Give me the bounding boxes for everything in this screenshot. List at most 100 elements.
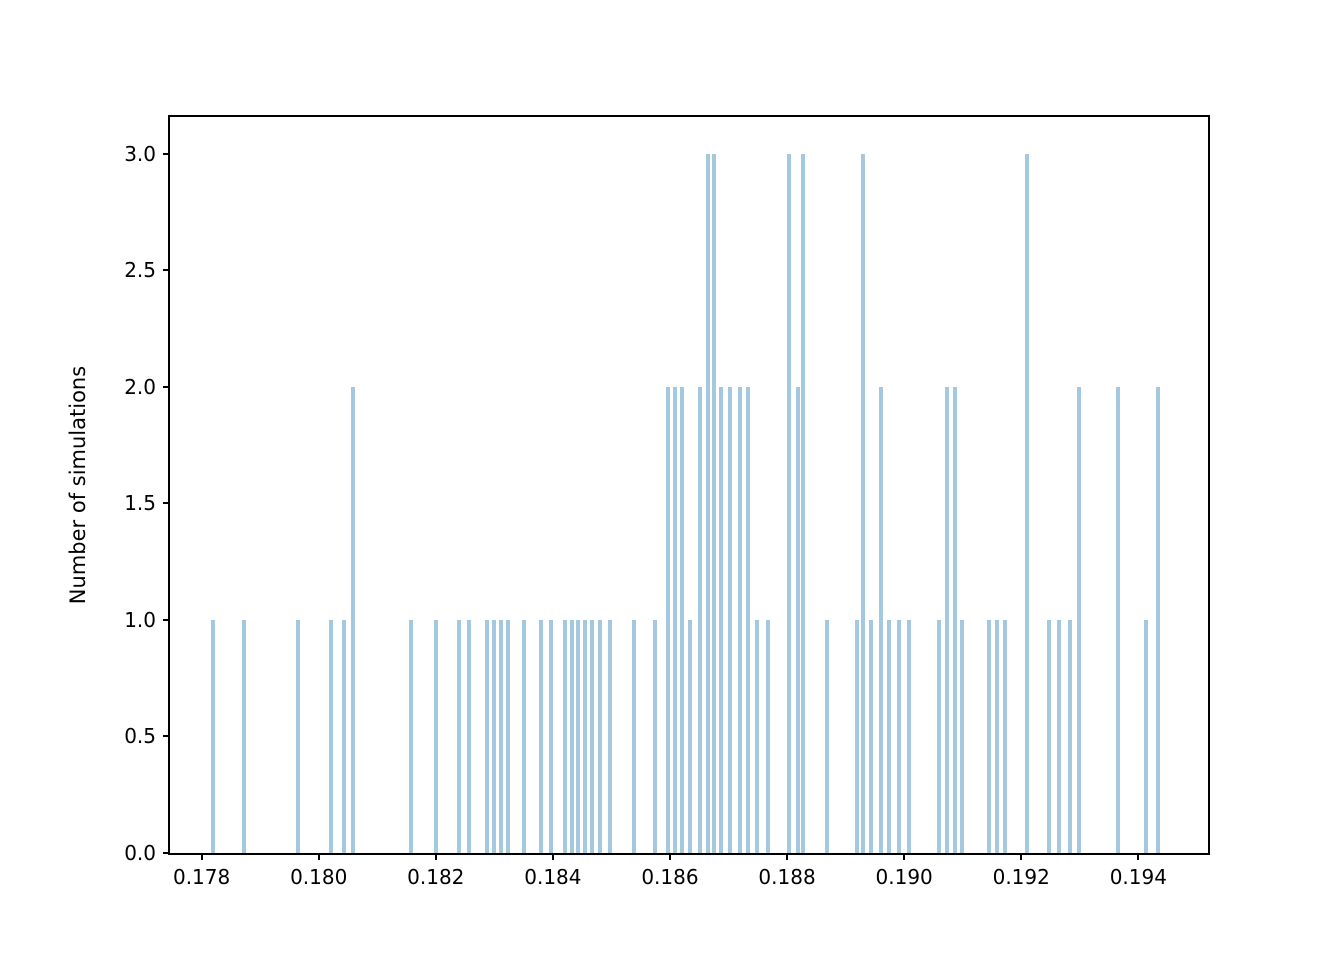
x-tick-mark [317,853,320,860]
bar [598,619,603,853]
bar [953,386,958,853]
x-tick-label: 0.190 [875,865,933,889]
y-axis-label: Number of simulations [66,365,90,605]
bar [498,619,503,853]
plot-area: 0.178 0.180 0.182 0.184 0.186 0.188 0.190 0.192… [124,115,1210,889]
bar [1056,619,1061,853]
bar [719,386,724,853]
bar [896,619,901,853]
x-tick-mark [434,853,437,860]
bar [795,386,800,853]
bar [505,619,510,853]
bar [673,386,678,853]
bar [886,619,891,853]
x-tick-label: 0.182 [407,865,465,889]
bar [879,386,884,853]
bar [521,619,526,853]
bar [1046,619,1051,853]
x-tick-mark [786,853,789,860]
bar [727,386,732,853]
bar [466,619,471,853]
bar [456,619,461,853]
bar [1076,386,1081,853]
bar [341,619,346,853]
x-tick-mark [200,853,203,860]
bar [745,386,750,853]
bar [211,619,216,853]
bar [706,153,711,853]
x-tick-mark [551,853,554,860]
bar [687,619,692,853]
bar [1143,619,1148,853]
bar [1002,619,1007,853]
y-tick-mark [163,852,170,854]
bar [1116,386,1121,853]
y-tick-label: 1.0 [124,607,156,632]
y-tick-mark [163,618,170,621]
y-tick-label: 1.5 [124,491,156,516]
bar [433,619,438,853]
x-tick-label: 0.178 [172,865,231,889]
bar [408,619,413,853]
bar [351,386,356,853]
bar [787,153,792,853]
x-tick-label: 0.186 [641,865,699,889]
bar [296,619,301,853]
y-tick-label: 0.0 [124,841,156,865]
bar [583,619,588,853]
bar [869,619,874,853]
y-tick-mark [163,269,170,272]
bar [666,386,671,853]
x-tick-mark [668,853,671,860]
bar [711,153,716,853]
y-tick-mark [163,735,170,738]
bar [485,619,490,853]
bar [987,619,992,853]
x-tick-label: 0.192 [992,865,1050,889]
bar [765,619,770,853]
bar [576,619,581,853]
bar [679,386,684,853]
bar [328,619,333,853]
bar [1156,386,1161,853]
y-tick-label: 0.5 [124,724,156,749]
bar [1068,619,1073,853]
x-tick-label: 0.180 [290,865,348,889]
y-tick-label: 3.0 [124,141,156,166]
x-tick-mark [1137,853,1140,860]
bar [860,153,865,853]
x-tick-label: 0.184 [524,865,582,889]
bar [1024,153,1029,853]
bar [608,619,613,853]
bar [737,386,742,853]
x-tick-mark [903,853,906,860]
y-tick-mark [163,502,170,505]
bar [937,619,942,853]
bar [825,619,830,853]
bar [242,619,247,853]
bar [697,386,702,853]
bar [801,153,806,853]
bar [590,619,595,853]
y-tick-mark [163,385,170,388]
bar [491,619,496,853]
x-tick-label: 0.194 [1109,865,1167,889]
bar [548,619,553,853]
bar [944,386,949,853]
y-tick-mark [163,152,170,155]
bar [994,619,999,853]
bar [652,619,657,853]
x-tick-label: 0.188 [758,865,816,889]
bar [855,619,860,853]
x-tick-mark [1020,853,1023,860]
bar [538,619,543,853]
y-tick-label: 2.5 [124,258,156,283]
bar [907,619,912,853]
y-tick-label: 2.0 [124,374,156,399]
bar [570,619,575,853]
bar [960,619,965,853]
bar [632,619,637,853]
bar [754,619,759,853]
bar [563,619,568,853]
